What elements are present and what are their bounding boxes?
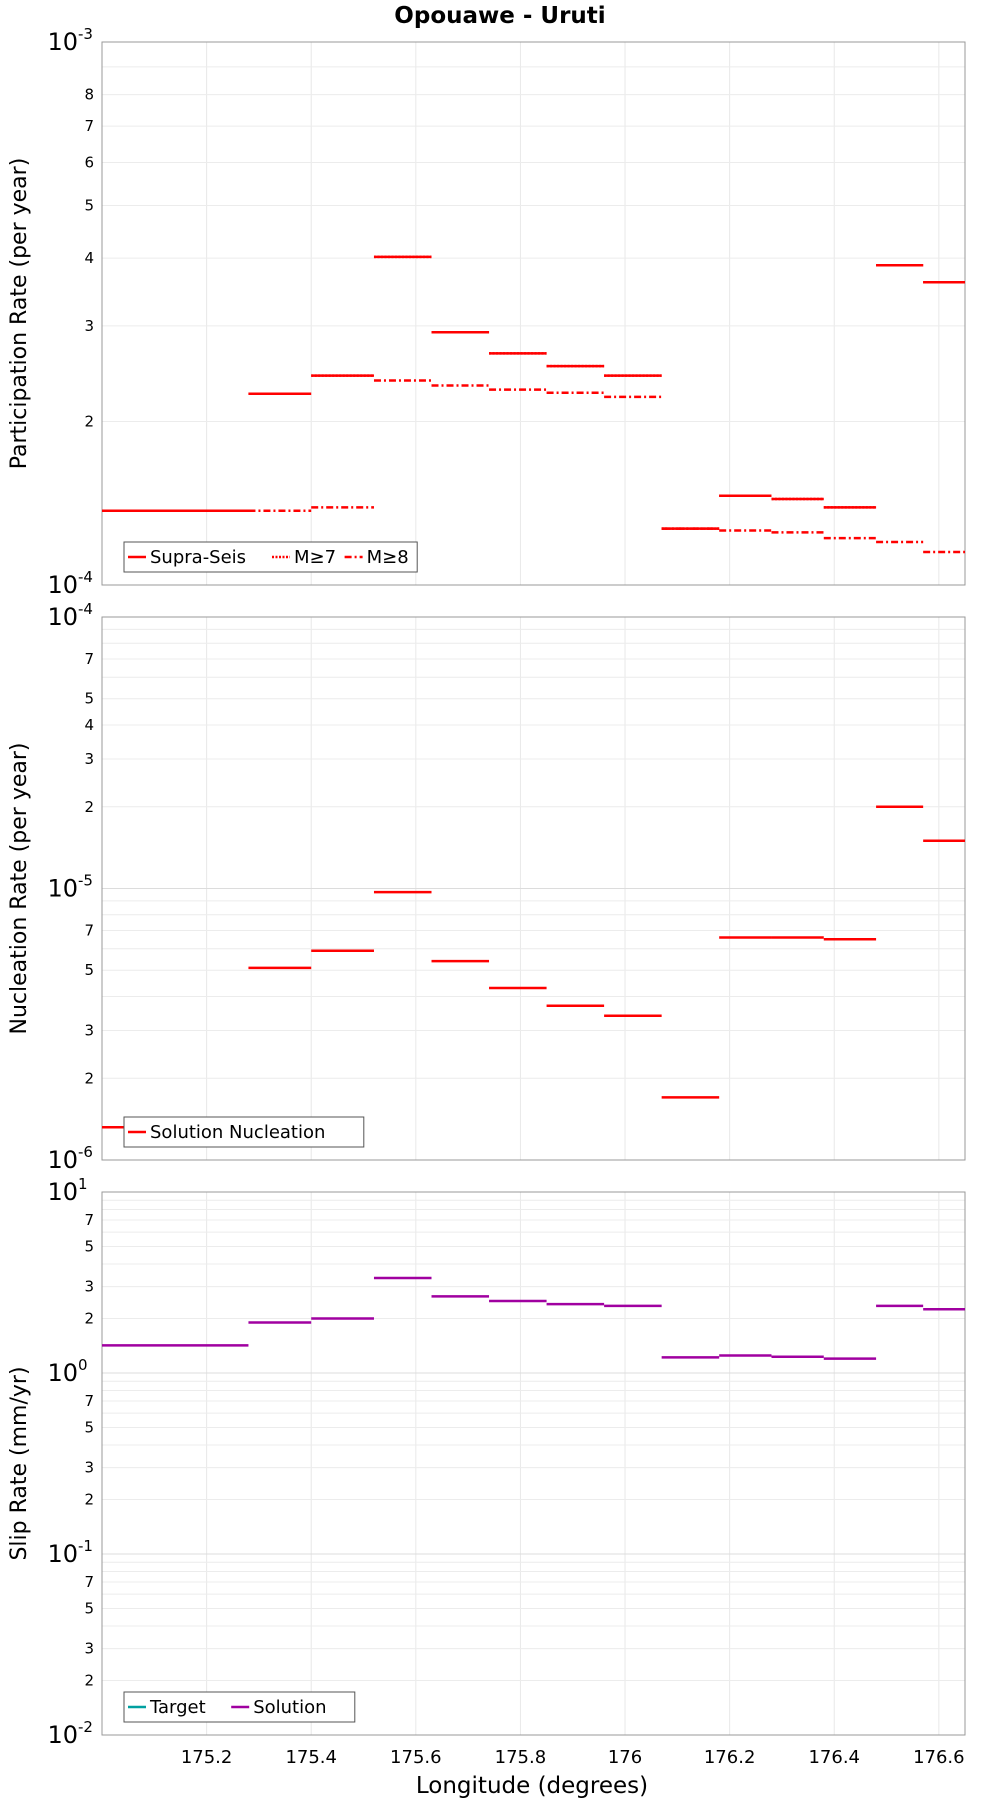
plot-frame (101, 1191, 966, 1736)
y-tick-label: 3 (84, 317, 94, 335)
y-tick-label: 5 (84, 1599, 94, 1617)
y-tick-exponent: -4 (78, 568, 93, 586)
y-tick-label: 2 (84, 1310, 94, 1328)
y-axis-label: Nucleation Rate (per year) (7, 743, 32, 1035)
y-tick-label: 4 (84, 249, 94, 267)
y-axis-label: Participation Rate (per year) (7, 158, 32, 470)
x-tick-label: 176 (608, 1747, 642, 1768)
chart-title: Opouawe - Uruti (394, 3, 605, 29)
y-tick-label: 2 (84, 413, 94, 431)
x-tick-label: 175.4 (285, 1747, 337, 1768)
y-tick-label: 7 (84, 650, 94, 668)
y-tick-label: 2 (84, 1069, 94, 1087)
legend-label: Solution (253, 1697, 326, 1718)
legend-box (123, 1116, 365, 1148)
y-tick-label: 2 (84, 1491, 94, 1509)
x-tick-label: 175.2 (181, 1747, 233, 1768)
y-tick-exponent: 0 (78, 1356, 88, 1374)
y-tick-label: 6 (84, 153, 94, 171)
y-tick-label: 7 (84, 117, 94, 135)
y-tick-label: 5 (84, 1237, 94, 1255)
legend-label: M≥8 (367, 547, 409, 568)
y-tick-exponent: -2 (78, 1718, 93, 1736)
plot-frame (101, 41, 966, 586)
x-tick-label: 175.8 (495, 1747, 547, 1768)
legend-box (123, 541, 418, 573)
plot-frame (101, 616, 966, 1161)
y-tick-label: 4 (84, 716, 94, 734)
y-tick-label: 3 (84, 750, 94, 768)
y-tick-label: 5 (84, 196, 94, 214)
x-tick-label: 176.6 (913, 1747, 965, 1768)
x-tick-label: 175.6 (390, 1747, 442, 1768)
y-tick-label: 7 (84, 1392, 94, 1410)
y-tick-label-major: 10 (47, 1146, 78, 1174)
legend-label: Supra-Seis (150, 547, 246, 568)
y-tick-label: 7 (84, 922, 94, 940)
y-tick-label: 8 (84, 86, 94, 104)
y-tick-label: 3 (84, 1459, 94, 1477)
x-tick-label: 176.2 (704, 1747, 756, 1768)
y-tick-label: 7 (84, 1573, 94, 1591)
x-axis-label: Longitude (degrees) (416, 1773, 648, 1799)
y-tick-label: 5 (84, 1418, 94, 1436)
y-tick-exponent: -5 (78, 872, 93, 890)
y-tick-label: 5 (84, 690, 94, 708)
y-tick-label-major: 10 (47, 571, 78, 599)
legend-label: M≥7 (294, 547, 336, 568)
y-tick-label: 5 (84, 961, 94, 979)
y-tick-exponent: -6 (78, 1143, 93, 1161)
y-tick-label-major: 10 (47, 28, 78, 56)
y-axis-label: Slip Rate (mm/yr) (7, 1366, 32, 1560)
y-tick-label-major: 10 (47, 603, 78, 631)
y-tick-label: 3 (84, 1021, 94, 1039)
y-tick-exponent: -1 (78, 1537, 93, 1555)
y-tick-exponent: -3 (78, 25, 93, 43)
y-tick-label-major: 10 (47, 1359, 78, 1387)
y-tick-exponent: 1 (78, 1175, 88, 1193)
y-tick-label: 3 (84, 1640, 94, 1658)
y-tick-label-major: 10 (47, 1540, 78, 1568)
y-tick-label-major: 10 (47, 1178, 78, 1206)
x-tick-label: 176.4 (808, 1747, 860, 1768)
y-tick-label: 2 (84, 798, 94, 816)
y-tick-label: 7 (84, 1211, 94, 1229)
y-tick-label-major: 10 (47, 875, 78, 903)
legend-label: Solution Nucleation (150, 1122, 325, 1143)
y-tick-label: 2 (84, 1672, 94, 1690)
legend-label: Target (149, 1697, 206, 1718)
y-tick-exponent: -4 (78, 600, 93, 618)
y-tick-label-major: 10 (47, 1721, 78, 1749)
y-tick-label: 3 (84, 1278, 94, 1296)
